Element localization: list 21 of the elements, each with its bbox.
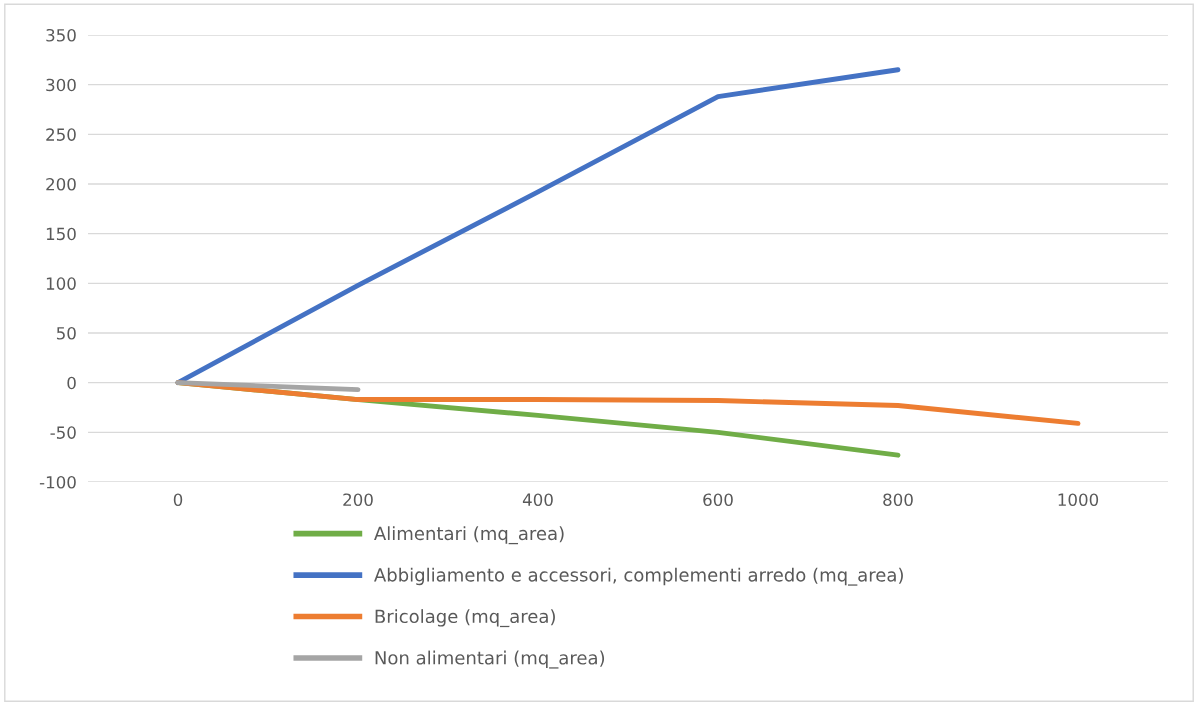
x-tick-label: 400 [522,493,553,507]
y-tick-label: 200 [46,177,76,191]
y-tick-label: -100 [39,475,76,489]
x-tick-label: 200 [343,493,373,507]
y-tick-label: 50 [56,326,76,340]
legend-label: Alimentari (mq_area) [374,526,564,545]
line-series [175,67,901,386]
legend-label: Bricolage (mq_area) [375,609,555,628]
y-tick-label: -50 [50,426,76,439]
y-tick-label: 0 [67,376,76,390]
x-tick-label: 800 [883,493,913,507]
y-tick-label: 300 [46,78,76,92]
x-tick-label: 600 [703,493,733,507]
y-tick-label: 100 [46,277,76,290]
y-tick-label: 150 [46,227,76,241]
y-tick-label: 250 [46,128,76,141]
x-tick-label: 0 [173,493,183,507]
legend-label: Non alimentari (mq_area) [375,650,605,669]
y-tick-label: 350 [46,28,76,42]
x-tick-label: 1000 [1058,493,1099,507]
legend-label: Abbigliamento e accessori, complementi arredo (mq_area) [374,567,903,586]
